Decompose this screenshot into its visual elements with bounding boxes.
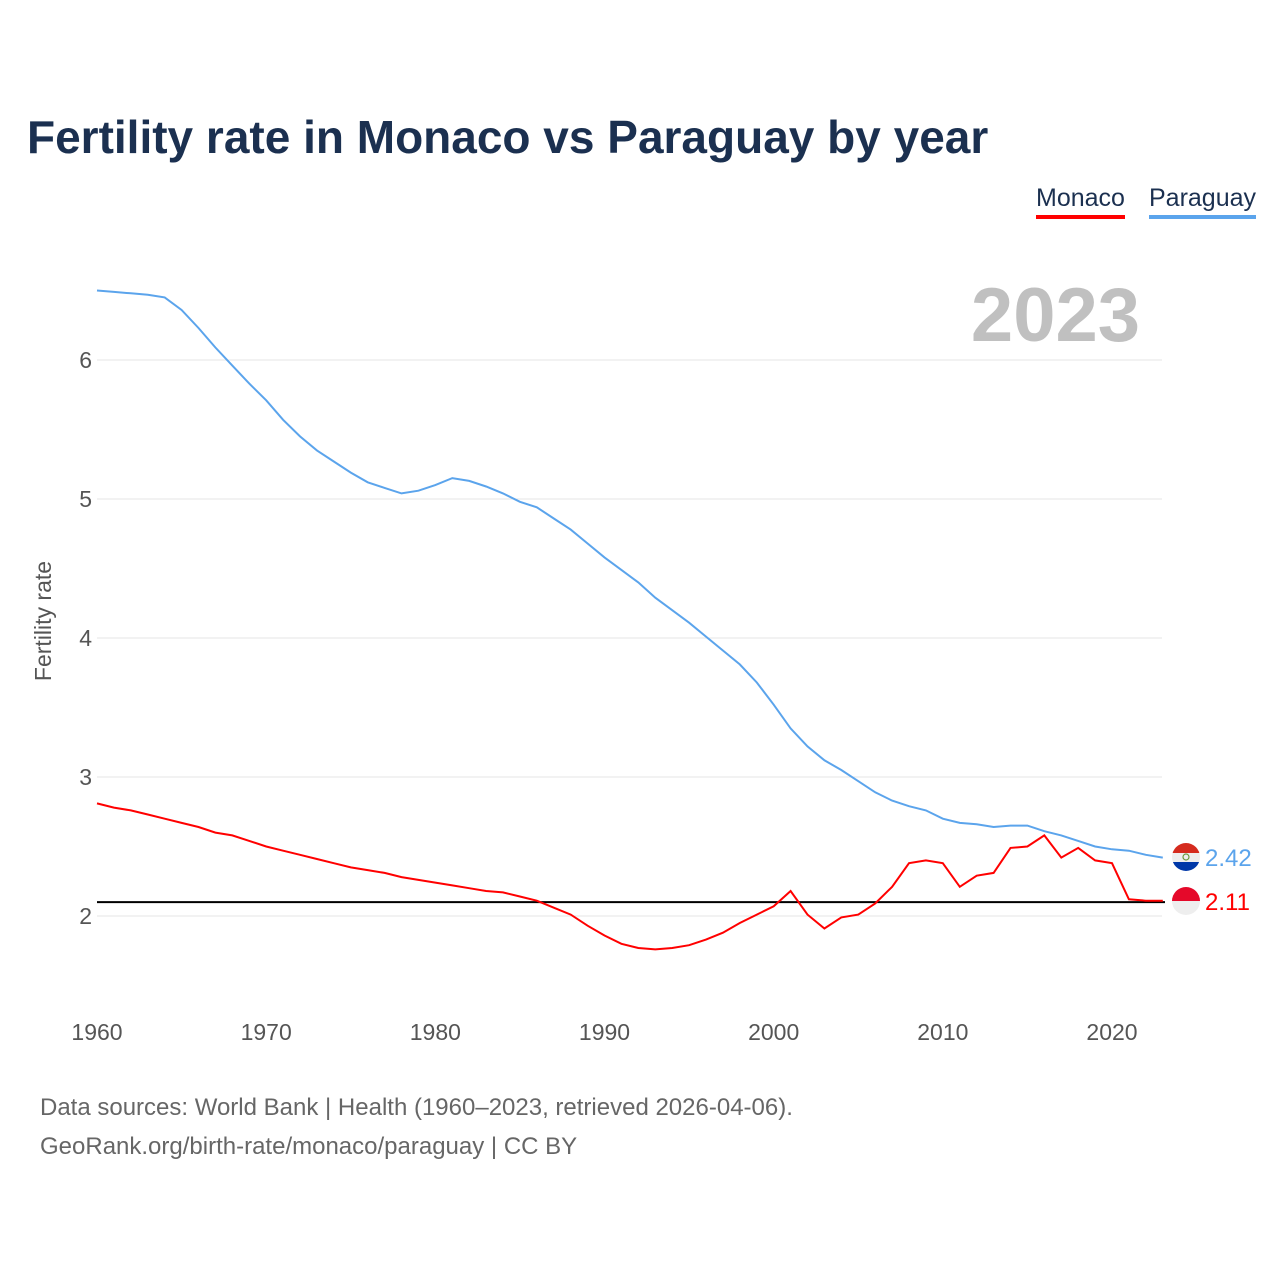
legend-monaco[interactable]: Monaco: [1036, 184, 1125, 219]
y-tick-label: 5: [79, 486, 92, 512]
x-tick-label: 2010: [917, 1019, 968, 1045]
flag-body: [1172, 843, 1200, 871]
footer: Data sources: World Bank | Health (1960–…: [40, 1088, 793, 1166]
x-tick-label: 1980: [410, 1019, 461, 1045]
x-tick-label: 1970: [241, 1019, 292, 1045]
x-tick-label: 2020: [1086, 1019, 1137, 1045]
x-tick-label: 1960: [71, 1019, 122, 1045]
monaco-flag-icon: [1172, 887, 1200, 915]
y-tick-label: 4: [79, 625, 92, 651]
end-value-paraguay: 2.42: [1205, 845, 1252, 872]
paraguay-flag-icon: [1172, 843, 1200, 871]
y-tick-label: 3: [79, 764, 92, 790]
flag-emblem: [1182, 853, 1190, 861]
chart-title: Fertility rate in Monaco vs Paraguay by …: [27, 111, 989, 163]
data-source: Data sources: World Bank | Health (1960–…: [40, 1094, 793, 1121]
end-value-monaco: 2.11: [1205, 889, 1250, 916]
y-axis-label: Fertility rate: [30, 561, 56, 681]
flag-body: [1172, 887, 1200, 915]
year-label: 2023: [971, 273, 1140, 358]
series-line-paraguay: [96, 289, 1163, 859]
y-tick-label: 6: [79, 347, 92, 373]
flag-red: [1172, 887, 1200, 901]
x-tick-label: 1990: [579, 1019, 630, 1045]
y-tick-label: 2: [79, 903, 92, 929]
flag-red: [1172, 843, 1200, 853]
flag-blue: [1172, 862, 1200, 871]
flag-white: [1172, 901, 1200, 915]
source-link[interactable]: GeoRank.org/birth-rate/monaco/paraguay |…: [40, 1133, 578, 1160]
legend-paraguay[interactable]: Paraguay: [1149, 184, 1257, 219]
flag-white: [1172, 853, 1200, 862]
series-line-monaco: [96, 802, 1163, 951]
x-tick-label: 2000: [748, 1019, 799, 1045]
